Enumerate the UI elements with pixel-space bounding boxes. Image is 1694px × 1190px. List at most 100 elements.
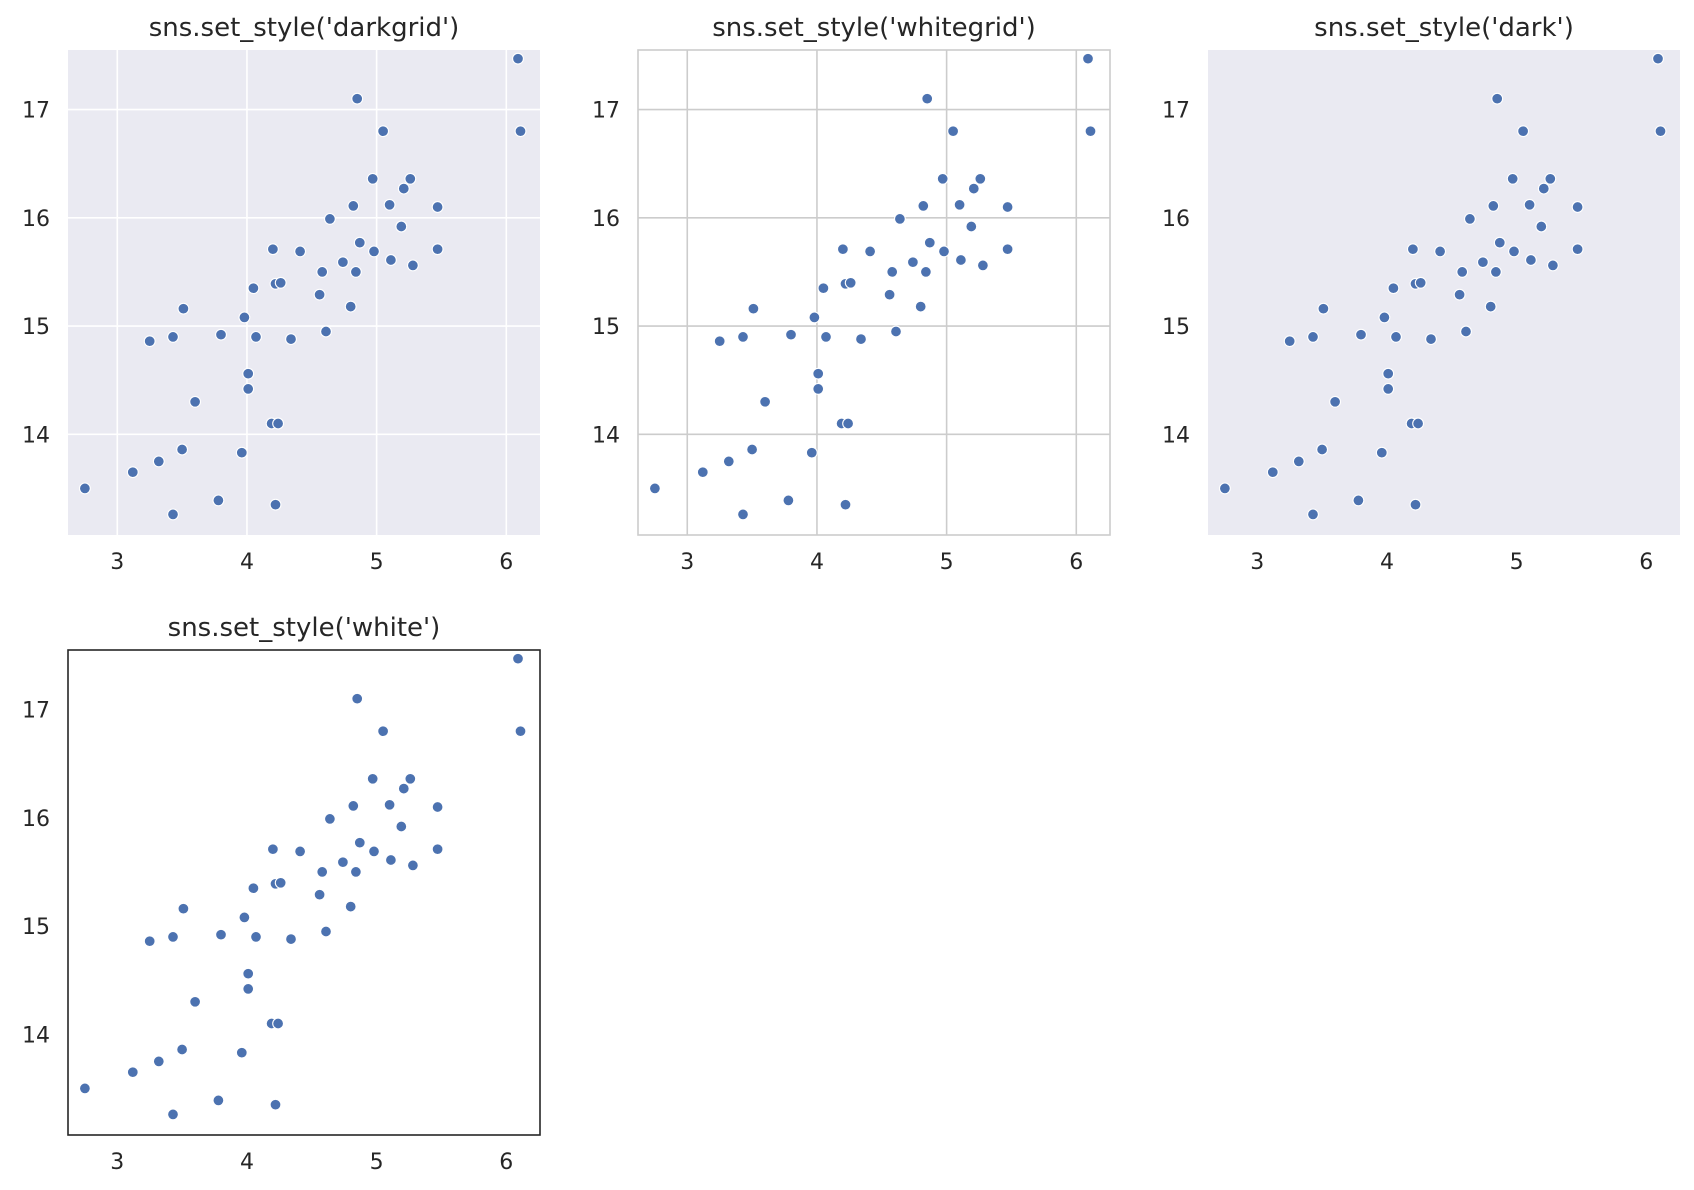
y-tick-label: 16 xyxy=(1162,207,1190,232)
scatter-point xyxy=(512,652,524,665)
chart-title: sns.set_style('whitegrid') xyxy=(712,13,1036,43)
x-tick-label: 6 xyxy=(499,1150,513,1175)
y-tick-label: 14 xyxy=(592,423,620,448)
subplot-whitegrid: 3 4 5 6 14 15 16 17 sns.set_style('whitegrid') xyxy=(592,13,1111,575)
scatter-point xyxy=(1535,220,1548,233)
scatter-point xyxy=(947,125,960,138)
scatter-point xyxy=(1218,482,1231,495)
scatter-point xyxy=(1307,508,1319,521)
scatter-point xyxy=(212,494,225,507)
chart-title: sns.set_style('white') xyxy=(168,613,441,643)
x-tick-label: 6 xyxy=(1069,550,1083,575)
y-tick-label: 14 xyxy=(22,1023,50,1048)
scatter-point xyxy=(377,125,390,138)
scatter-point xyxy=(893,212,906,225)
scatter-point xyxy=(353,836,366,849)
scatter-point xyxy=(313,888,326,901)
scatter-point xyxy=(351,92,364,105)
scatter-point xyxy=(808,311,821,324)
scatter-point xyxy=(1453,288,1466,301)
scatter-point xyxy=(648,482,661,495)
x-tick-label: 5 xyxy=(370,1150,384,1175)
axes-frame xyxy=(637,49,1111,536)
scatter-point xyxy=(344,300,357,313)
scatter-point xyxy=(1425,333,1437,346)
scatter-point xyxy=(1508,245,1520,258)
y-tick-label: 16 xyxy=(22,807,50,832)
axes-background xyxy=(68,650,540,1135)
scatter-point xyxy=(266,843,279,856)
scatter-point xyxy=(820,330,832,343)
scatter-point xyxy=(713,335,726,348)
scatter-point xyxy=(923,236,936,249)
scatter-point xyxy=(431,243,444,256)
scatter-point xyxy=(805,446,818,459)
scatter-point xyxy=(921,92,934,105)
scatter-point xyxy=(152,455,165,468)
scatter-point xyxy=(737,330,749,343)
scatter-point xyxy=(316,265,329,278)
scatter-point xyxy=(1456,265,1469,278)
scatter-point xyxy=(514,725,527,738)
scatter-point xyxy=(272,417,285,430)
scatter-point xyxy=(366,172,379,185)
scatter-point xyxy=(906,256,919,269)
scatter-point xyxy=(368,845,380,858)
scatter-point xyxy=(212,1094,225,1107)
scatter-point xyxy=(383,198,396,211)
scatter-point xyxy=(384,254,397,266)
scatter-point xyxy=(397,182,410,195)
scatter-point xyxy=(1283,335,1296,348)
scatter-point xyxy=(836,243,849,256)
scatter-point xyxy=(1493,236,1506,249)
scatter-point xyxy=(1571,201,1584,213)
scatter-point xyxy=(272,1017,285,1030)
y-tick-label: 17 xyxy=(22,99,50,124)
scatter-point xyxy=(351,692,364,705)
scatter-point xyxy=(336,256,349,269)
scatter-point xyxy=(215,928,227,941)
x-tick-label: 6 xyxy=(499,550,513,575)
scatter-point xyxy=(406,259,419,272)
x-tick-label: 3 xyxy=(680,550,694,575)
scatter-point xyxy=(347,799,360,812)
scatter-point xyxy=(1390,330,1402,343)
scatter-point xyxy=(383,798,396,811)
scatter-point xyxy=(1414,276,1427,289)
scatter-point xyxy=(1001,243,1014,256)
scatter-point xyxy=(1082,52,1094,65)
scatter-point xyxy=(974,172,987,185)
x-tick-label: 3 xyxy=(110,550,124,575)
chart-title: sns.set_style('darkgrid') xyxy=(149,13,460,43)
scatter-point xyxy=(189,995,202,1008)
scatter-point xyxy=(1546,259,1559,272)
scatter-point xyxy=(812,382,825,395)
scatter-point xyxy=(384,854,397,866)
scatter-point xyxy=(785,328,797,341)
scatter-point xyxy=(395,220,408,233)
scatter-point xyxy=(1375,446,1388,459)
scatter-point xyxy=(1406,243,1419,256)
scatter-point xyxy=(176,1043,189,1056)
scatter-point xyxy=(886,265,899,278)
scatter-point xyxy=(696,466,709,479)
scatter-point xyxy=(274,876,287,889)
scatter-point xyxy=(844,276,857,289)
scatter-point xyxy=(347,199,360,212)
scatter-point xyxy=(1463,212,1476,225)
scatter-point xyxy=(890,325,902,338)
scatter-point xyxy=(143,935,156,948)
scatter-point xyxy=(366,772,379,785)
x-tick-label: 5 xyxy=(370,550,384,575)
scatter-point xyxy=(238,311,251,324)
scatter-point xyxy=(1491,92,1504,105)
scatter-point xyxy=(1571,243,1584,256)
scatter-point xyxy=(250,930,262,943)
scatter-point xyxy=(1292,455,1305,468)
scatter-point xyxy=(323,212,336,225)
scatter-point xyxy=(1434,245,1447,258)
scatter-point xyxy=(242,982,255,995)
scatter-point xyxy=(1266,466,1279,479)
scatter-point xyxy=(1487,199,1500,212)
scatter-point xyxy=(976,259,989,272)
